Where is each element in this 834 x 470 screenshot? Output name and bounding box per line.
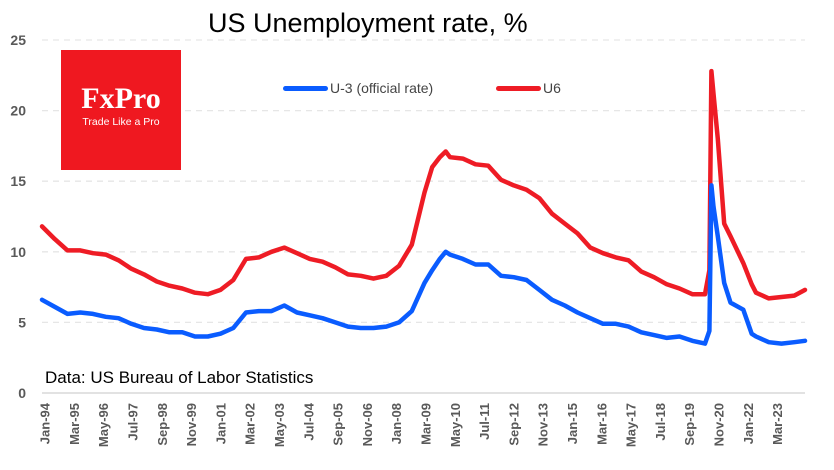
x-tick-label: May-03	[272, 403, 287, 447]
x-tick-label: May-96	[96, 403, 111, 447]
x-tick-label: Nov-06	[360, 403, 375, 446]
legend-item-u3[interactable]: U-3 (official rate)	[283, 80, 433, 96]
y-tick-label: 20	[10, 103, 26, 119]
x-tick-label: Jul-04	[301, 402, 316, 440]
y-tick-label: 10	[10, 244, 26, 260]
y-tick-label: 25	[10, 32, 26, 48]
x-tick-label: Jan-08	[389, 403, 404, 444]
legend-item-u6[interactable]: U6	[496, 80, 561, 96]
x-tick-label: Jul-97	[125, 403, 140, 441]
chart-title: US Unemployment rate, %	[208, 8, 528, 38]
legend-swatch-u3	[283, 85, 328, 91]
source-note: Data: US Bureau of Labor Statistics	[45, 368, 314, 387]
logo-brand: FxPro	[81, 82, 161, 115]
x-tick-label: Mar-09	[418, 403, 433, 445]
y-tick-label: 0	[18, 385, 26, 401]
x-tick-label: Jan-01	[213, 403, 228, 444]
y-axis-ticks: 0 5 10 15 20 25	[10, 32, 26, 401]
x-tick-label: Mar-02	[243, 403, 258, 445]
x-tick-label: Nov-99	[184, 403, 199, 446]
x-axis-ticks: Jan-94 Mar-95 May-96 Jul-97 Sep-98 Nov-99 Jan-…	[38, 402, 785, 447]
x-tick-label: Nov-20	[711, 403, 726, 446]
legend-swatch-u6	[496, 85, 541, 91]
x-tick-label: Sep-98	[155, 403, 170, 446]
fxpro-logo: FxPro Trade Like a Pro	[61, 50, 181, 170]
x-tick-label: Mar-16	[594, 403, 609, 445]
x-tick-label: Nov-13	[536, 403, 551, 446]
legend-label-u3: U-3 (official rate)	[330, 80, 434, 96]
x-tick-label: Sep-05	[331, 403, 346, 446]
legend-label-u6: U6	[543, 80, 561, 96]
y-tick-label: 5	[18, 314, 26, 330]
logo-tagline: Trade Like a Pro	[82, 116, 160, 128]
x-tick-label: Jul-18	[653, 403, 668, 441]
series-lines	[39, 68, 808, 346]
series-line-u6	[39, 68, 808, 301]
x-tick-label: May-17	[624, 403, 639, 447]
series-line-u3	[39, 183, 808, 346]
x-tick-label: Jan-15	[565, 403, 580, 444]
x-tick-label: Jul-11	[477, 403, 492, 440]
x-tick-label: Sep-12	[506, 403, 521, 446]
x-tick-label: Jan-22	[741, 403, 756, 444]
x-tick-label: May-10	[448, 403, 463, 447]
y-tick-label: 15	[10, 173, 26, 189]
x-tick-label: Sep-19	[682, 403, 697, 446]
x-tick-label: Mar-95	[67, 403, 82, 445]
x-tick-label: Mar-23	[770, 403, 785, 445]
x-tick-label: Jan-94	[38, 402, 53, 444]
